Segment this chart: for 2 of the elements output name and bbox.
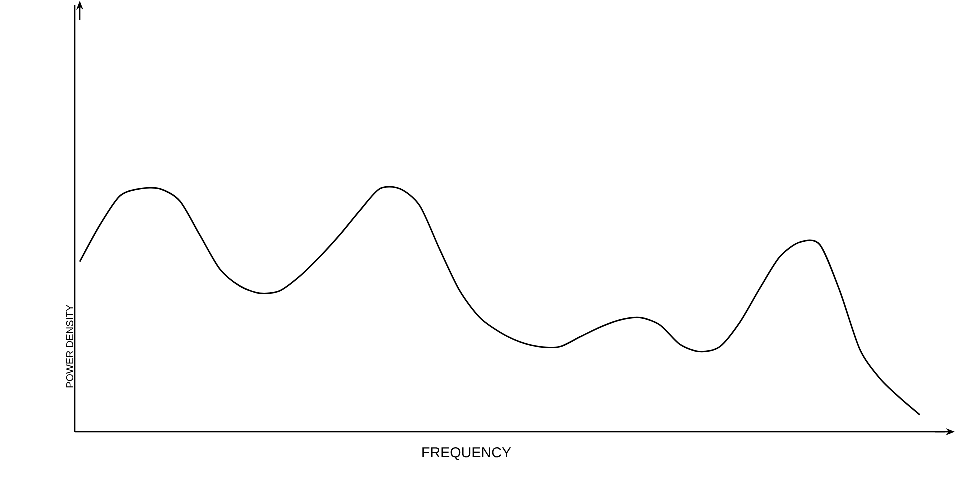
x-axis-title: FREQUENCY xyxy=(422,448,512,460)
y-axis-title: POWER DENSITY xyxy=(66,305,74,388)
